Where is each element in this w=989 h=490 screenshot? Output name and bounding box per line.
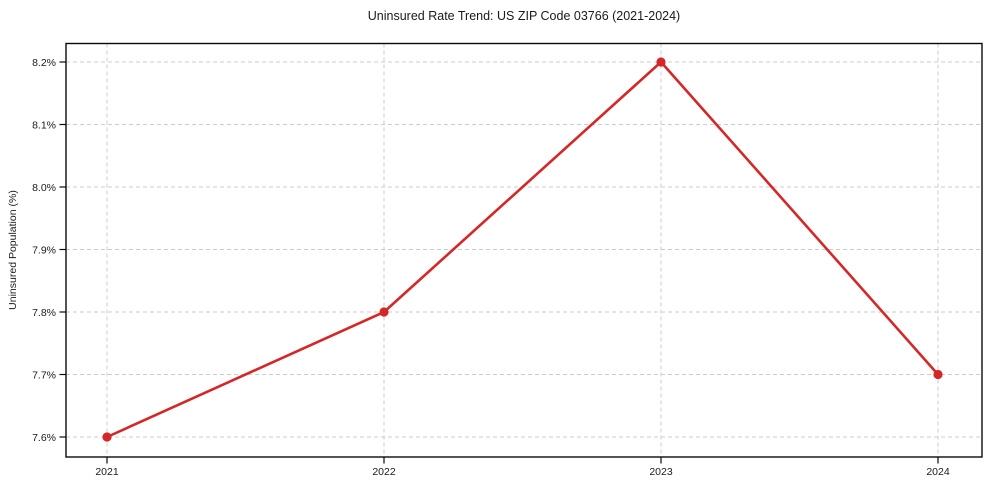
y-tick-label: 7.9%: [32, 244, 56, 256]
y-tick-label: 7.7%: [32, 369, 56, 381]
x-tick-label: 2022: [372, 466, 396, 478]
trend-line: [105, 60, 940, 439]
x-tick-label: 2023: [649, 466, 673, 478]
chart-title: Uninsured Rate Trend: US ZIP Code 03766 …: [367, 9, 681, 23]
plot-border: [65, 42, 983, 458]
data-point: [379, 307, 389, 317]
data-point: [933, 369, 943, 380]
y-tick-label: 8.1%: [32, 119, 56, 131]
y-tick-label: 7.6%: [32, 432, 56, 444]
data-point: [656, 57, 666, 67]
y-tick-label: 7.8%: [32, 307, 56, 319]
x-tick-label: 2024: [926, 466, 950, 478]
data-point: [102, 432, 112, 442]
x-tick-label: 2021: [95, 466, 119, 478]
y-tick-label: 8.0%: [32, 182, 56, 194]
y-tick-label: 8.2%: [32, 57, 56, 69]
